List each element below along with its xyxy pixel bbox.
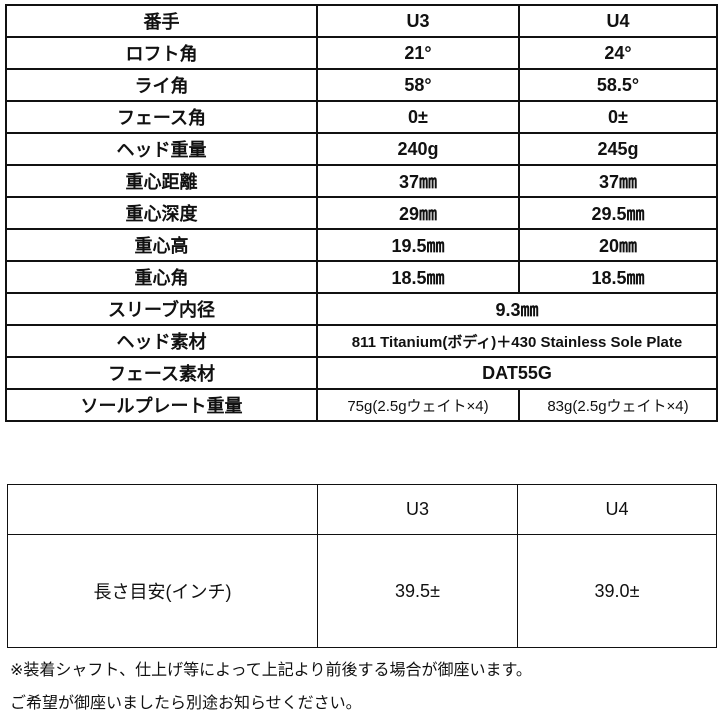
table-row: フェース角 0± 0± [5, 100, 718, 134]
table-header-row: U3 U4 [7, 484, 717, 535]
table-header-row: 番手 U3 U4 [5, 4, 718, 38]
merged-cell: 9.3㎜ [316, 292, 718, 326]
row-label: 重心高 [5, 228, 318, 262]
row-label: フェース角 [5, 100, 318, 134]
cell: 29㎜ [316, 196, 520, 230]
cell: 39.0± [517, 534, 717, 648]
table-row: フェース素材 DAT55G [5, 356, 718, 390]
cell: 75g(2.5gウェイト×4) [316, 388, 520, 422]
table-row: 重心距離 37㎜ 37㎜ [5, 164, 718, 198]
table-row: ライ角 58° 58.5° [5, 68, 718, 102]
cell: 19.5㎜ [316, 228, 520, 262]
header-cell: U3 [317, 484, 518, 535]
cell: 0± [518, 100, 718, 134]
length-table: U3 U4 長さ目安(インチ) 39.5± 39.0± [7, 484, 717, 648]
table-row: ヘッド素材 811 Titanium(ボディ)＋430 Stainless Sol… [5, 324, 718, 358]
note-line: ※装着シャフト、仕上げ等によって上記より前後する場合が御座います。 [10, 662, 532, 679]
cell: 83g(2.5gウェイト×4) [518, 388, 718, 422]
cell: 24° [518, 36, 718, 70]
row-label: ソールプレート重量 [5, 388, 318, 422]
table-row: ロフト角 21° 24° [5, 36, 718, 70]
cell: 18.5㎜ [316, 260, 520, 294]
table-row: ヘッド重量 240g 245g [5, 132, 718, 166]
table-row: 重心角 18.5㎜ 18.5㎜ [5, 260, 718, 294]
cell: 240g [316, 132, 520, 166]
row-label: ヘッド素材 [5, 324, 318, 358]
cell: 18.5㎜ [518, 260, 718, 294]
row-label: 長さ目安(インチ) [7, 534, 318, 648]
header-cell: U3 [316, 4, 520, 38]
merged-cell: DAT55G [316, 356, 718, 390]
header-cell: U4 [518, 4, 718, 38]
table-row: ソールプレート重量 75g(2.5gウェイト×4) 83g(2.5gウェイト×4) [5, 388, 718, 422]
note-line: ご希望が御座いましたら別途お知らせください。 [10, 695, 362, 712]
table-row: 重心高 19.5㎜ 20㎜ [5, 228, 718, 262]
row-label: 重心深度 [5, 196, 318, 230]
cell: 0± [316, 100, 520, 134]
cell: 21° [316, 36, 520, 70]
cell: 37㎜ [316, 164, 520, 198]
spec-table: 番手 U3 U4 ロフト角 21° 24° ライ角 58° 58.5° フェース角 0± 0… [5, 4, 718, 422]
header-cell: U4 [517, 484, 717, 535]
cell: 58° [316, 68, 520, 102]
row-label: フェース素材 [5, 356, 318, 390]
row-label: ロフト角 [5, 36, 318, 70]
header-cell: 番手 [5, 4, 318, 38]
table-row: 重心深度 29㎜ 29.5㎜ [5, 196, 718, 230]
cell: 245g [518, 132, 718, 166]
row-label: 重心距離 [5, 164, 318, 198]
table-row: スリーブ内径 9.3㎜ [5, 292, 718, 326]
row-label: 重心角 [5, 260, 318, 294]
cell: 37㎜ [518, 164, 718, 198]
row-label: スリーブ内径 [5, 292, 318, 326]
row-label: ライ角 [5, 68, 318, 102]
merged-cell: 811 Titanium(ボディ)＋430 Stainless Sole Pla… [316, 324, 718, 358]
cell: 58.5° [518, 68, 718, 102]
row-label: ヘッド重量 [5, 132, 318, 166]
header-cell [7, 484, 318, 535]
cell: 29.5㎜ [518, 196, 718, 230]
cell: 20㎜ [518, 228, 718, 262]
table-row: 長さ目安(インチ) 39.5± 39.0± [7, 534, 717, 648]
cell: 39.5± [317, 534, 518, 648]
